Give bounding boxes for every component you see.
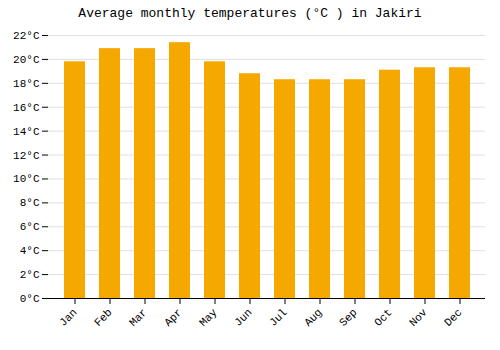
svg-text:20°C: 20°C xyxy=(13,54,40,66)
svg-text:Aug: Aug xyxy=(302,306,324,328)
svg-text:16°C: 16°C xyxy=(13,102,40,114)
svg-text:Mar: Mar xyxy=(127,306,149,328)
svg-text:Dec: Dec xyxy=(442,306,464,328)
svg-text:Sep: Sep xyxy=(337,306,359,328)
svg-text:Jul: Jul xyxy=(267,306,289,328)
svg-text:May: May xyxy=(197,306,220,329)
svg-text:0°C: 0°C xyxy=(20,293,40,305)
svg-text:Oct: Oct xyxy=(372,306,394,328)
svg-text:10°C: 10°C xyxy=(13,173,40,185)
svg-text:8°C: 8°C xyxy=(20,197,40,209)
svg-text:14°C: 14°C xyxy=(13,126,40,138)
svg-text:Feb: Feb xyxy=(92,306,114,328)
svg-text:Jan: Jan xyxy=(57,306,79,328)
svg-text:Jun: Jun xyxy=(232,306,254,328)
svg-text:6°C: 6°C xyxy=(20,221,40,233)
svg-text:18°C: 18°C xyxy=(13,78,40,90)
svg-text:Apr: Apr xyxy=(162,306,184,328)
html-text:Average monthly temperatures (: Average monthly temperatures (°C ) in Ja… xyxy=(78,6,422,21)
svg-text:Nov: Nov xyxy=(407,306,430,329)
svg-text:4°C: 4°C xyxy=(20,245,40,257)
svg-text:22°C: 22°C xyxy=(13,30,40,42)
svg-text:12°C: 12°C xyxy=(13,150,40,162)
svg-text:2°C: 2°C xyxy=(20,269,40,281)
